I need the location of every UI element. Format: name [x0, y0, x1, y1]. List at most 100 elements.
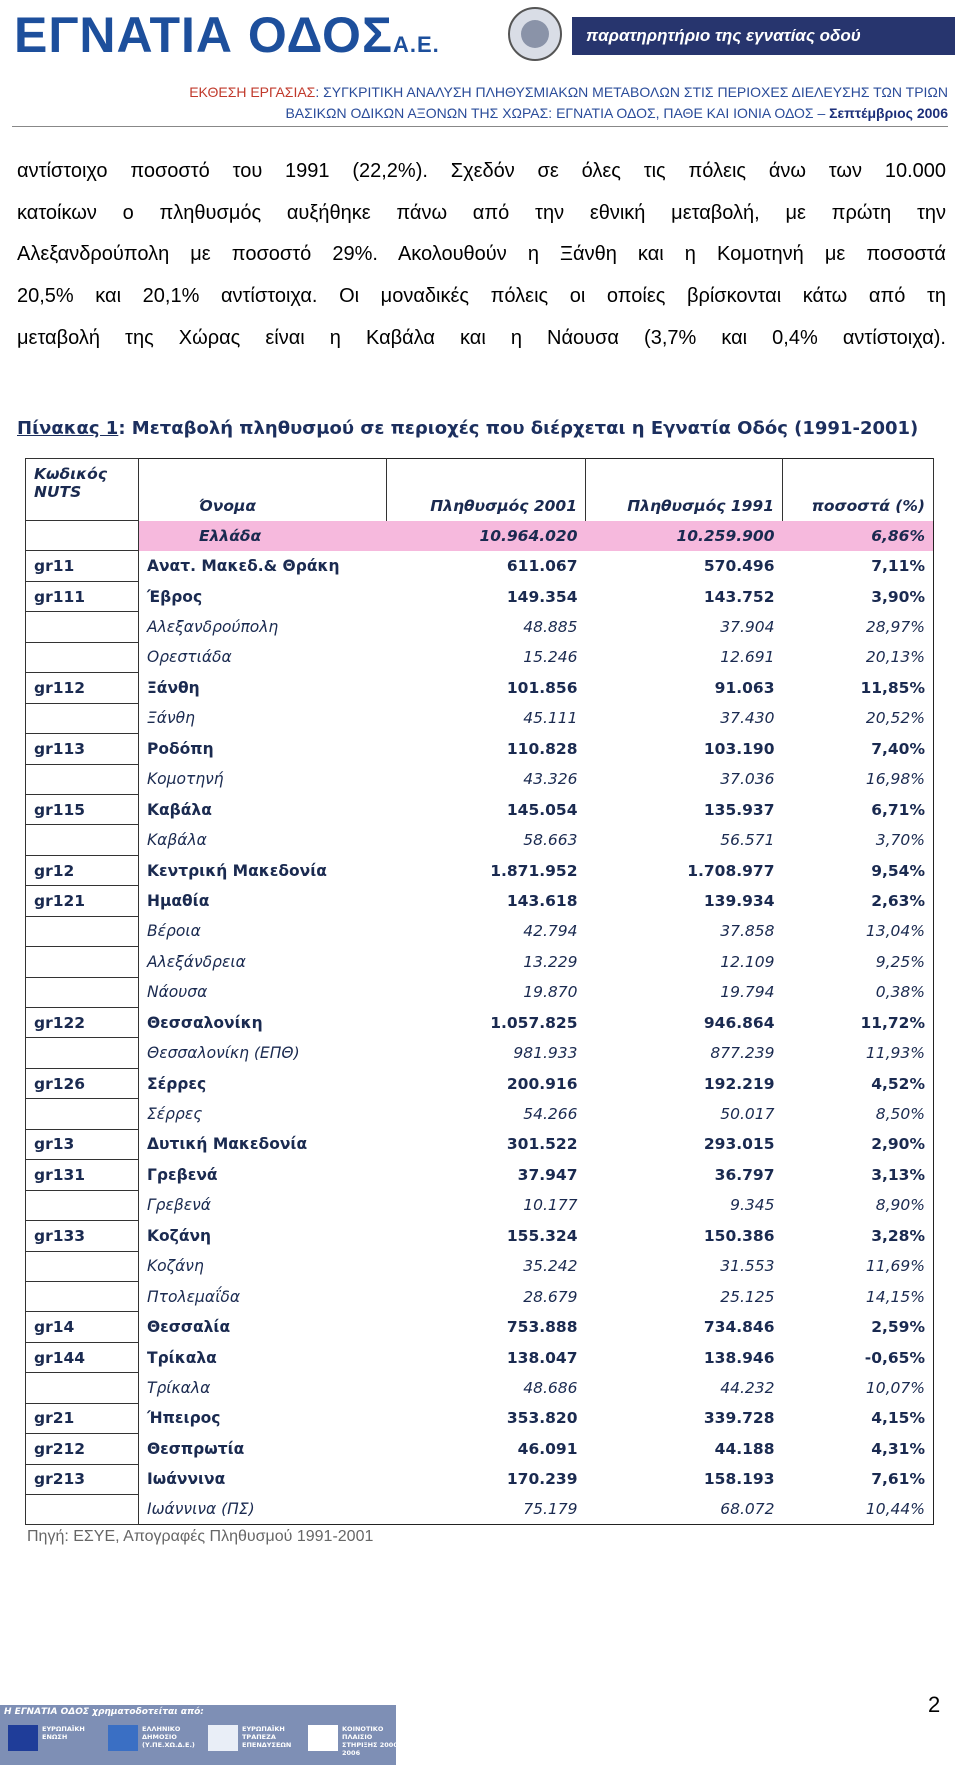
table-row: gr122 Θεσσαλονίκη 1.057.825 946.864 11,72% [25, 1006, 934, 1039]
table-cell: 4,31% [871, 1439, 925, 1458]
table-cell: Πτολεμαΐδα [147, 1287, 241, 1306]
table-cell: Ξάνθη [147, 678, 200, 697]
table-row: gr115 Καβάλα 145.054 135.937 6,71% [25, 793, 934, 826]
table-cell: 110.828 [506, 739, 578, 758]
table-cell: 9.345 [730, 1196, 775, 1215]
table-cell: 28,97% [865, 618, 925, 637]
table-row: Βέροια 42.794 37.858 13,04% [25, 915, 934, 948]
table-cell: Κοζάνη [147, 1226, 212, 1245]
table-cell: 58.663 [523, 831, 578, 850]
column-header: Πληθυσμός 1991 [585, 458, 783, 521]
table-cell [25, 641, 139, 674]
funder-label: ΕΥΡΩΠΑΪΚΗ ΤΡΑΠΕΖΑ ΕΠΕΝΔΥΣΕΩΝ [242, 1725, 292, 1749]
table-cell: Δυτική Μακεδονία [147, 1135, 308, 1154]
table-cell: 36.797 [714, 1165, 775, 1184]
table-row: Ορεστιάδα 15.246 12.691 20,13% [25, 641, 934, 674]
table-cell: 13.229 [523, 952, 578, 971]
table-cell [25, 702, 139, 735]
table-cell: 570.496 [703, 557, 775, 576]
column-header: Όνομα [138, 458, 387, 521]
table-cell: 150.386 [703, 1226, 775, 1245]
table-row: Ιωάννινα (ΠΣ) 75.179 68.072 10,44% [25, 1493, 934, 1526]
table-row: gr144 Τρίκαλα 138.047 138.946 -0,65% [25, 1341, 934, 1374]
table-cell: gr212 [25, 1433, 139, 1465]
table-row: Αλεξανδρούπολη 48.885 37.904 28,97% [25, 611, 934, 643]
table-row: gr112 Ξάνθη 101.856 91.063 11,85% [25, 672, 934, 704]
table-cell: Τρίκαλα [147, 1378, 211, 1397]
table-cell: 46.091 [517, 1439, 578, 1458]
table-cell: 155.324 [506, 1226, 578, 1245]
table-cell: 3,13% [871, 1165, 925, 1184]
table-cell: 11,69% [865, 1257, 925, 1276]
table-cell: Έβρος [147, 587, 203, 606]
table-cell: -0,65% [864, 1348, 925, 1367]
table-cell: 48.885 [523, 618, 578, 637]
table-cell: 135.937 [703, 800, 775, 819]
table-cell: 4,15% [871, 1409, 925, 1428]
table-row: gr14 Θεσσαλία 753.888 734.846 2,59% [25, 1311, 934, 1343]
table-cell: 103.190 [703, 739, 775, 758]
table-cell: Τρίκαλα [147, 1348, 217, 1367]
observatory-banner: παρατηρητήριο της εγνατίας οδού [572, 17, 955, 55]
table-cell: 0,38% [875, 983, 925, 1002]
funder-label: ΚΟΙΝΟΤΙΚΟ ΠΛΑΙΣΙΟ ΣΤΗΡΙΞΗΣ 2000-2006 [342, 1725, 401, 1757]
table-cell: 20,13% [865, 648, 925, 667]
header-rule [12, 126, 948, 127]
report-title: ΒΑΣΙΚΩΝ ΟΔΙΚΩΝ ΑΞΟΝΩΝ ΤΗΣ ΧΩΡΑΣ: ΕΓΝΑΤΙΑ… [285, 105, 948, 121]
table-cell [25, 1189, 139, 1222]
table-cell: Καβάλα [147, 831, 207, 850]
source-note: Πηγή: ΕΣΥΕ, Απογραφές Πληθυσμού 1991-200… [27, 1528, 374, 1545]
table-cell: gr113 [25, 733, 139, 765]
logo-text: ΕΓΝΑΤΙΑ ΟΔΟΣ [14, 7, 393, 63]
observatory-emblem [508, 7, 562, 61]
table-cell: 13,04% [865, 922, 925, 941]
table-cell: 11,72% [860, 1013, 925, 1032]
table-cell: 43.326 [523, 770, 578, 789]
table-cell: 12.109 [720, 952, 775, 971]
report-line: ΒΑΣΙΚΩΝ ΟΔΙΚΩΝ ΑΞΟΝΩΝ ΤΗΣ ΧΩΡΑΣ: ΕΓΝΑΤΙΑ… [285, 105, 826, 121]
funder-icon [8, 1725, 38, 1751]
table-cell: Θεσσαλονίκη (ΕΠΘ) [147, 1044, 300, 1063]
table-cell: 143.618 [506, 891, 578, 910]
paragraph-line: μεταβολή της Χώρας είναι η Καβάλα και η … [17, 326, 946, 349]
table-cell: 9,54% [871, 861, 925, 880]
table-cell [25, 915, 139, 948]
page-number: 2 [928, 1692, 941, 1717]
table-row: Ξάνθη 45.111 37.430 20,52% [25, 702, 934, 735]
table-cell: 101.856 [506, 678, 578, 697]
table-cell: Βέροια [147, 922, 201, 941]
report-label: ΕΚΘΕΣΗ ΕΡΓΑΣΙΑΣ [189, 84, 316, 100]
caption-label: Πίνακας 1 [17, 418, 119, 439]
table-cell: 158.193 [703, 1470, 775, 1489]
table-cell: 145.054 [506, 800, 578, 819]
table-cell: 8,50% [875, 1105, 925, 1124]
table-row: gr212 Θεσπρωτία 46.091 44.188 4,31% [25, 1433, 934, 1465]
table-cell: 48.686 [523, 1378, 578, 1397]
table-cell: 37.904 [720, 618, 775, 637]
table-cell: 4,52% [871, 1074, 925, 1093]
table-cell: gr133 [25, 1220, 139, 1252]
table-cell [25, 763, 139, 795]
report-line: : ΣΥΓΚΡΙΤΙΚΗ ΑΝΑΛΥΣΗ ΠΛΗΘΥΣΜΙΑΚΩΝ ΜΕΤΑΒΟ… [315, 84, 948, 100]
table-cell: Γρεβενά [147, 1165, 218, 1184]
table-row: gr111 Έβρος 149.354 143.752 3,90% [25, 580, 934, 613]
table-row: Τρίκαλα 48.686 44.232 10,07% [25, 1372, 934, 1404]
table-cell: gr115 [25, 793, 139, 826]
table-cell: 353.820 [506, 1409, 578, 1428]
table-row: Ελλάδα 10.964.020 10.259.900 6,86% [25, 519, 934, 552]
table-cell [25, 611, 139, 643]
company-logo: ΕΓΝΑΤΙΑ ΟΔΟΣΑ.Ε. [14, 6, 440, 64]
table-row: gr113 Ροδόπη 110.828 103.190 7,40% [25, 733, 934, 765]
table-cell: Ορεστιάδα [147, 648, 232, 667]
table-cell: Κεντρική Μακεδονία [147, 861, 327, 880]
table-cell: 3,70% [875, 831, 925, 850]
table-row: Αλεξάνδρεια 13.229 12.109 9,25% [25, 946, 934, 978]
caption-text: : Μεταβολή πληθυσμού σε περιοχές που διέ… [118, 418, 919, 439]
report-date: Σεπτέμβριος 2006 [829, 105, 948, 121]
table-cell [25, 1250, 139, 1282]
table-cell: 1.871.952 [490, 861, 578, 880]
table-cell: 37.036 [720, 770, 775, 789]
table-cell: 138.946 [703, 1348, 775, 1367]
table-row: Καβάλα 58.663 56.571 3,70% [25, 824, 934, 856]
